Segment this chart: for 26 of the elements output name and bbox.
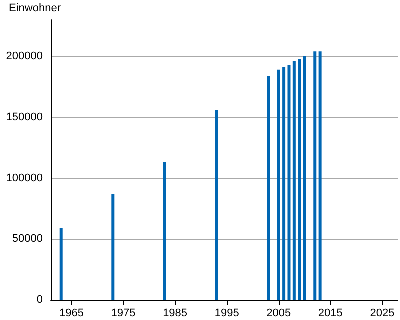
bar: [215, 110, 218, 300]
bar: [163, 162, 166, 300]
y-tick-label: 0: [36, 294, 43, 306]
x-tick-label: 1965: [59, 308, 84, 320]
x-tick-label: 2015: [318, 308, 343, 320]
x-tick-label: 1995: [214, 308, 240, 320]
x-tick-label: 1975: [111, 308, 136, 320]
bar: [303, 56, 306, 300]
bar: [277, 70, 280, 300]
x-tick-label: 2025: [370, 308, 395, 320]
bar: [314, 52, 317, 300]
bar: [288, 65, 291, 300]
bar: [298, 58, 302, 300]
bar: [60, 228, 63, 300]
bar: [282, 67, 286, 300]
y-tick-label: 200000: [6, 50, 43, 63]
bar: [318, 52, 322, 300]
y-tick-label: 150000: [6, 111, 43, 124]
y-axis-title: Einwohner: [9, 2, 62, 14]
x-tick-label: 2005: [266, 308, 292, 320]
x-tick-label: 1985: [163, 308, 188, 320]
y-tick-label: 100000: [6, 172, 43, 184]
bar: [267, 76, 270, 300]
bar: [112, 194, 115, 300]
y-tick-label: 50000: [12, 233, 43, 246]
bar: [292, 61, 296, 300]
